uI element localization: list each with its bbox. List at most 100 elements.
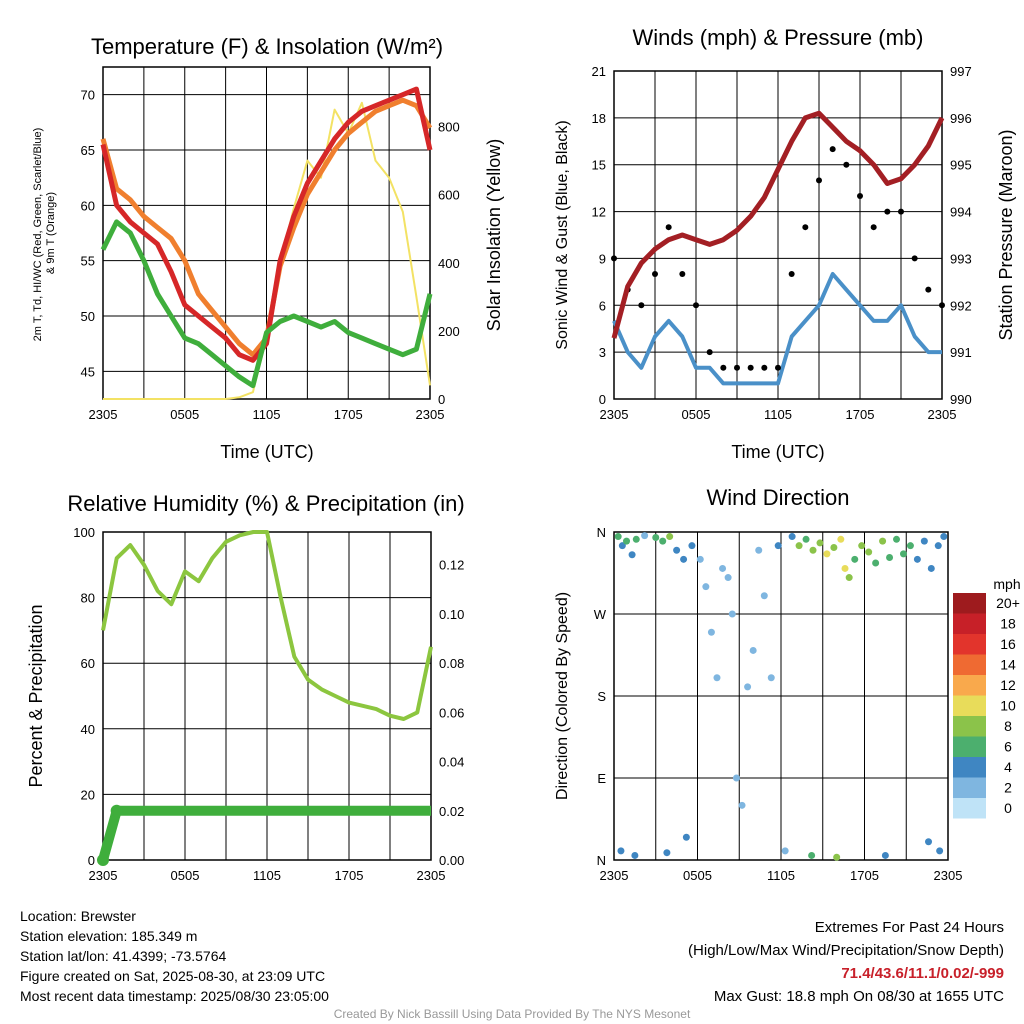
winds-ticks: 2305 0505 1105 1705 230503691215182199099199… bbox=[592, 64, 972, 422]
footer-latlon: Station lat/lon: 41.4399; -73.5764 bbox=[20, 948, 227, 964]
legend-swatch bbox=[953, 675, 986, 696]
y2-tick-label: 995 bbox=[950, 158, 972, 173]
series-line-sonic-wind bbox=[612, 272, 942, 386]
humidity-ylabel-left: Percent & Precipitation bbox=[26, 604, 46, 787]
direction-point bbox=[795, 542, 803, 550]
direction-point bbox=[837, 535, 845, 543]
direction-point bbox=[913, 555, 921, 563]
speed-legend: mph 20+ 18 16 14 12 10 8 6 4 2 0 bbox=[953, 576, 1021, 819]
gust-point bbox=[884, 208, 891, 215]
direction-point bbox=[682, 833, 690, 841]
y-tick-label: 0 bbox=[88, 853, 95, 868]
direction-points bbox=[614, 532, 948, 861]
gust-point bbox=[720, 364, 727, 371]
x-tick-label: 2305 bbox=[600, 868, 629, 883]
direction-point bbox=[744, 683, 752, 691]
direction-grid bbox=[614, 531, 948, 861]
y-tick-label: 15 bbox=[592, 158, 606, 173]
direction-point bbox=[719, 564, 727, 572]
humidity-series bbox=[97, 530, 433, 866]
legend-swatch bbox=[953, 654, 986, 675]
y2-tick-label: 993 bbox=[950, 251, 972, 266]
gust-point bbox=[898, 208, 904, 215]
legend-swatch bbox=[953, 716, 986, 737]
temperature-ylabel-right: Solar Insolation (Yellow) bbox=[484, 139, 504, 331]
direction-point bbox=[732, 774, 740, 782]
legend-label: 18 bbox=[1000, 616, 1016, 632]
y-tick-label: 21 bbox=[592, 64, 606, 79]
x-tick-label: 1105 bbox=[253, 407, 281, 422]
direction-point bbox=[631, 851, 639, 859]
direction-point bbox=[833, 853, 841, 861]
x-tick-label: 2305 bbox=[928, 407, 957, 422]
gust-point bbox=[911, 255, 918, 262]
y-tick-label: 80 bbox=[81, 591, 95, 606]
temperature-frame bbox=[102, 66, 431, 400]
direction-point bbox=[614, 533, 622, 541]
direction-point bbox=[816, 539, 824, 547]
legend-label: 8 bbox=[1004, 718, 1012, 734]
legend-label: 4 bbox=[1004, 759, 1012, 775]
temperature-panel: Temperature (F) & Insolation (W/m²) 2305… bbox=[32, 34, 504, 462]
gust-point bbox=[925, 286, 932, 293]
y-tick-label: N bbox=[597, 525, 606, 540]
y2-tick-label: 0.06 bbox=[439, 705, 464, 720]
x-tick-label: 1105 bbox=[767, 868, 795, 883]
direction-point bbox=[899, 550, 907, 558]
y2-tick-label: 0 bbox=[438, 392, 445, 407]
max-gust: Max Gust: 18.8 mph On 08/30 at 1655 UTC bbox=[713, 988, 1004, 1005]
precip-point bbox=[110, 804, 123, 817]
temperature-ylabel-left: 2m T, Td, HI/WC (Red, Green, Scarlet/Blu… bbox=[32, 125, 57, 342]
gust-point bbox=[734, 364, 740, 371]
footer-elevation: Station elevation: 185.349 m bbox=[20, 928, 198, 944]
direction-point bbox=[696, 555, 704, 563]
direction-point bbox=[808, 851, 816, 859]
direction-point bbox=[934, 542, 942, 550]
direction-point bbox=[906, 542, 914, 550]
winds-ylabel-left: Sonic Wind & Gust (Blue, Black) bbox=[554, 120, 571, 349]
direction-point bbox=[767, 674, 775, 682]
x-tick-label: 1705 bbox=[335, 868, 364, 883]
gust-point bbox=[652, 271, 658, 278]
direction-point bbox=[755, 546, 763, 554]
direction-point bbox=[809, 546, 817, 554]
direction-point bbox=[702, 583, 710, 591]
direction-title: Wind Direction bbox=[706, 485, 849, 510]
precip-point bbox=[97, 854, 109, 866]
direction-point bbox=[728, 610, 736, 618]
gust-point bbox=[706, 349, 713, 356]
x-tick-label: 1705 bbox=[850, 868, 879, 883]
x-tick-label: 1105 bbox=[764, 407, 792, 422]
x-tick-label: 1705 bbox=[334, 407, 363, 422]
series-line-td bbox=[100, 219, 433, 389]
direction-point bbox=[879, 537, 887, 545]
direction-point bbox=[927, 564, 935, 572]
x-tick-label: 0505 bbox=[170, 407, 199, 422]
y-tick-label: W bbox=[594, 607, 607, 622]
y2-tick-label: 400 bbox=[438, 256, 460, 271]
legend-label: 20+ bbox=[996, 595, 1020, 611]
direction-point bbox=[925, 838, 933, 846]
legend-swatch bbox=[953, 757, 986, 778]
temperature-title: Temperature (F) & Insolation (W/m²) bbox=[91, 34, 443, 59]
gust-point bbox=[857, 192, 863, 199]
temperature-grid bbox=[103, 67, 430, 399]
gust-point bbox=[843, 161, 850, 168]
x-tick-label: 1105 bbox=[253, 868, 281, 883]
legend-label: 12 bbox=[1000, 677, 1016, 693]
winds-panel: Winds (mph) & Pressure (mb) 2305 0505 1105… bbox=[554, 25, 1016, 462]
gust-point bbox=[870, 224, 877, 231]
direction-point bbox=[881, 851, 889, 859]
direction-point bbox=[688, 542, 696, 550]
gust-point bbox=[679, 271, 686, 278]
y2-tick-label: 992 bbox=[950, 298, 972, 313]
direction-point bbox=[781, 847, 789, 855]
direction-point bbox=[760, 592, 768, 600]
x-tick-label: 0505 bbox=[682, 407, 711, 422]
y2-tick-label: 991 bbox=[950, 345, 972, 360]
y-tick-label: 40 bbox=[81, 722, 95, 737]
direction-point bbox=[713, 674, 721, 682]
winds-title: Winds (mph) & Pressure (mb) bbox=[633, 25, 924, 50]
direction-point bbox=[788, 533, 796, 541]
